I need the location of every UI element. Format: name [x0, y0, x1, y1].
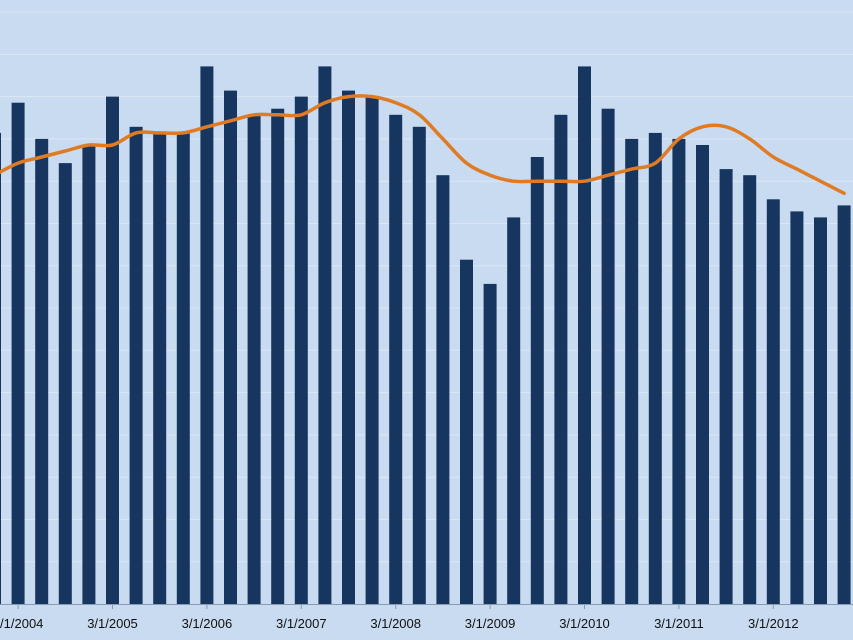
- x-tick-label: 3/1/2006: [182, 616, 233, 631]
- bar-13: [294, 96, 308, 604]
- bar-21: [483, 283, 497, 604]
- x-tick-label: 3/1/2009: [465, 616, 516, 631]
- x-tick-label: 3/1/2010: [559, 616, 610, 631]
- bar-33: [766, 199, 780, 605]
- bar-30: [696, 145, 709, 604]
- line-series: [0, 94, 846, 196]
- bar-4: [82, 145, 96, 604]
- x-axis-ticks: 3/1/2004 3/1/2005 3/1/2006 3/1/2007 3/1/2008…: [0, 604, 799, 631]
- x-tick-label: 3/1/2011: [654, 616, 704, 631]
- x-tick-label: 3/1/2005: [87, 616, 138, 631]
- bar-22: [507, 217, 521, 604]
- bar-28: [648, 132, 662, 604]
- bar-10: [224, 90, 237, 605]
- bar-17: [389, 114, 403, 605]
- bar-24: [554, 114, 568, 605]
- bar-3: [58, 163, 72, 604]
- x-tick-label: 3/1/2004: [0, 616, 43, 631]
- bar-31: [719, 169, 733, 604]
- x-tick-label: 3/1/2007: [276, 616, 327, 631]
- bar-8: [176, 132, 190, 604]
- bar-19: [436, 175, 450, 604]
- bar-23: [530, 157, 544, 604]
- bar-29: [672, 138, 686, 604]
- bar-0: [0, 132, 1, 604]
- bar-18: [412, 126, 426, 605]
- bar-14: [318, 66, 332, 604]
- bar-12: [271, 108, 285, 604]
- trend-line: [0, 94, 846, 196]
- bar-20: [460, 259, 473, 604]
- bar-27: [625, 138, 639, 604]
- bar-2: [35, 138, 49, 604]
- bar-32: [743, 175, 757, 604]
- bar-series: [0, 66, 851, 605]
- bar-16: [365, 96, 379, 604]
- bar-1: [11, 102, 25, 604]
- bar-9: [200, 66, 214, 604]
- bar-35: [814, 217, 827, 604]
- bar-34: [790, 211, 804, 604]
- bar-6: [129, 126, 143, 605]
- bar-26: [601, 108, 615, 604]
- bar-11: [247, 114, 261, 605]
- x-tick-label: 3/1/2012: [748, 616, 799, 631]
- x-tick-label: 3/1/2008: [370, 616, 421, 631]
- bar-25: [578, 66, 591, 604]
- bar-36: [837, 205, 851, 604]
- bar-15: [342, 90, 355, 605]
- bar-5: [106, 96, 119, 604]
- bar-7: [153, 132, 167, 604]
